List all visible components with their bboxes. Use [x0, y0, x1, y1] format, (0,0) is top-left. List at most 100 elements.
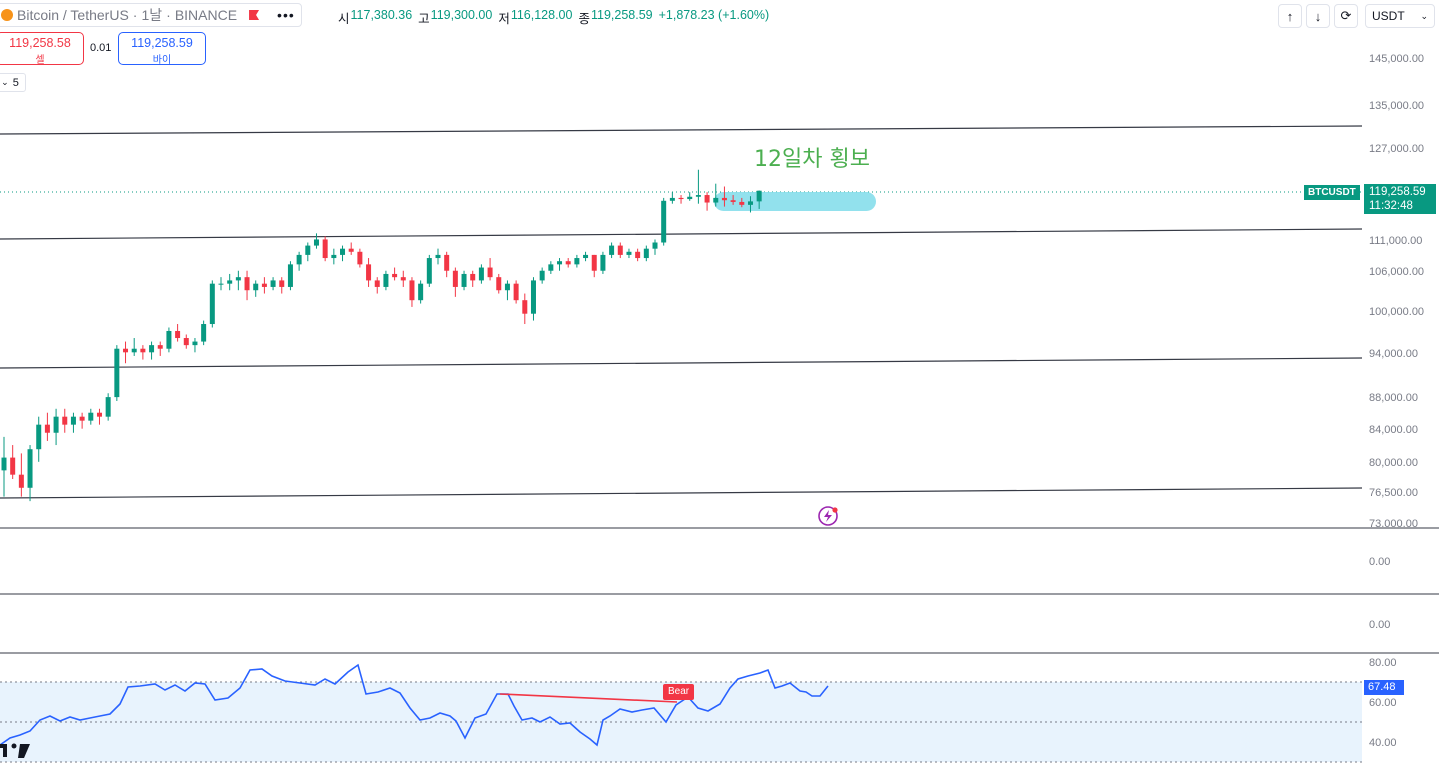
- rsi-tick: 80.00: [1369, 657, 1397, 669]
- separator-dot: ·: [132, 7, 138, 23]
- interval-label: 1날: [141, 7, 163, 23]
- candle-body: [739, 201, 745, 205]
- chevron-down-icon: ⌄: [1420, 10, 1428, 21]
- channel-line-top[interactable]: [0, 125, 1363, 135]
- low-label: 저: [498, 12, 510, 26]
- candle-body: [513, 283, 519, 301]
- candle-body: [296, 254, 302, 265]
- rsi-line: [0, 663, 829, 747]
- pane-value: 0.00: [1369, 556, 1391, 568]
- symbol-legend[interactable]: Bitcoin / TetherUS · 1날 · BINANCE •••: [0, 3, 302, 27]
- channel-line-bottom[interactable]: [0, 487, 1363, 499]
- rsi-tick: 60.00: [1369, 697, 1397, 709]
- open-label: 시: [338, 12, 350, 26]
- candle-body: [635, 251, 641, 259]
- indicators-collapse-button[interactable]: ⌄ 5: [0, 73, 26, 92]
- candle-body: [18, 474, 24, 488]
- candle-body: [548, 264, 554, 271]
- alert-lightning-icon[interactable]: [818, 506, 838, 526]
- sell-label: 셀: [35, 55, 45, 66]
- candle-body: [704, 195, 710, 203]
- more-options-icon[interactable]: •••: [277, 7, 295, 23]
- candle-body: [88, 412, 94, 421]
- price-tick: 127,000.00: [1369, 143, 1425, 155]
- candle-body: [530, 280, 536, 314]
- buy-button[interactable]: 119,258.59 바이: [118, 32, 206, 66]
- arrow-down-icon[interactable]: ↓: [1306, 4, 1330, 28]
- channel-line-lower[interactable]: [0, 357, 1363, 369]
- candle-body: [348, 248, 354, 252]
- candle-body: [235, 277, 241, 281]
- candle-body: [131, 348, 137, 353]
- candle-body: [756, 190, 762, 202]
- candle-body: [669, 197, 675, 201]
- candle-body: [227, 280, 233, 284]
- candle-body: [331, 254, 337, 259]
- pane-value: 0.00: [1369, 619, 1391, 631]
- candle-body: [313, 239, 319, 246]
- tradingview-logo: [0, 743, 30, 758]
- arrow-up-icon[interactable]: ↑: [1278, 4, 1302, 28]
- price-tick: 76,500.00: [1369, 487, 1418, 499]
- sell-button[interactable]: 119,258.58 셀: [0, 32, 84, 66]
- candle-body: [470, 273, 476, 281]
- candle-body: [166, 330, 172, 349]
- candle-body: [366, 264, 372, 281]
- candle-body: [96, 412, 102, 417]
- candlestick-series: [1, 169, 762, 502]
- candle-body: [557, 261, 563, 265]
- candle-body: [105, 397, 111, 417]
- bear-divergence-label[interactable]: Bear: [663, 684, 695, 700]
- candle-body: [661, 200, 667, 243]
- range-annotation[interactable]: 12일차 횡보: [754, 147, 870, 172]
- change-value: +1,878.23 (+1.60%): [658, 8, 770, 22]
- currency-select[interactable]: USDT ⌄: [1365, 4, 1435, 28]
- candle-body: [114, 348, 120, 398]
- candle-body: [478, 267, 484, 281]
- candle-body: [201, 324, 207, 342]
- candle-body: [747, 201, 753, 205]
- candle-body: [374, 280, 380, 287]
- candle-body: [53, 416, 59, 433]
- candle-body: [591, 254, 597, 271]
- price-tick: 88,000.00: [1369, 392, 1418, 404]
- rsi-current-value: 67.48: [1364, 680, 1404, 695]
- candle-body: [192, 341, 198, 346]
- ohlc-values: 시 117,380.36 고 119,300.00 저 116,128.00 종…: [338, 8, 775, 27]
- candle-body: [583, 254, 589, 259]
- candle-body: [721, 197, 727, 201]
- candle-body: [600, 254, 606, 271]
- refresh-icon[interactable]: ⟳: [1334, 4, 1358, 28]
- price-tick: 135,000.00: [1369, 100, 1425, 112]
- channel-line-upper[interactable]: [0, 228, 1363, 240]
- high-label: 고: [418, 12, 430, 26]
- candle-body: [305, 245, 311, 255]
- candle-body: [322, 239, 328, 259]
- price-tick: 80,000.00: [1369, 457, 1418, 469]
- candle-body: [27, 449, 33, 488]
- open-value: 117,380.36: [350, 8, 413, 22]
- symbol-tag: BTCUSDT: [1304, 185, 1360, 200]
- price-tick: 145,000.00: [1369, 53, 1425, 65]
- candle-body: [504, 283, 510, 291]
- candle-body: [218, 283, 224, 285]
- candle-body: [10, 457, 16, 475]
- candle-body: [183, 338, 189, 346]
- candle-body: [70, 416, 76, 425]
- flag-icon[interactable]: [249, 10, 260, 20]
- candle-body: [626, 251, 632, 255]
- range-highlight[interactable]: [714, 192, 876, 211]
- candle-body: [209, 283, 215, 325]
- symbol-title: Bitcoin / TetherUS: [17, 7, 129, 23]
- candle-body: [730, 200, 736, 202]
- candle-body: [609, 245, 615, 255]
- candle-body: [452, 270, 458, 287]
- rsi-tick: 40.00: [1369, 737, 1397, 749]
- candle-body: [62, 416, 68, 425]
- candle-body: [418, 283, 424, 301]
- candle-body: [652, 242, 658, 249]
- candle-body: [140, 348, 146, 353]
- close-value: 119,258.59: [590, 8, 653, 22]
